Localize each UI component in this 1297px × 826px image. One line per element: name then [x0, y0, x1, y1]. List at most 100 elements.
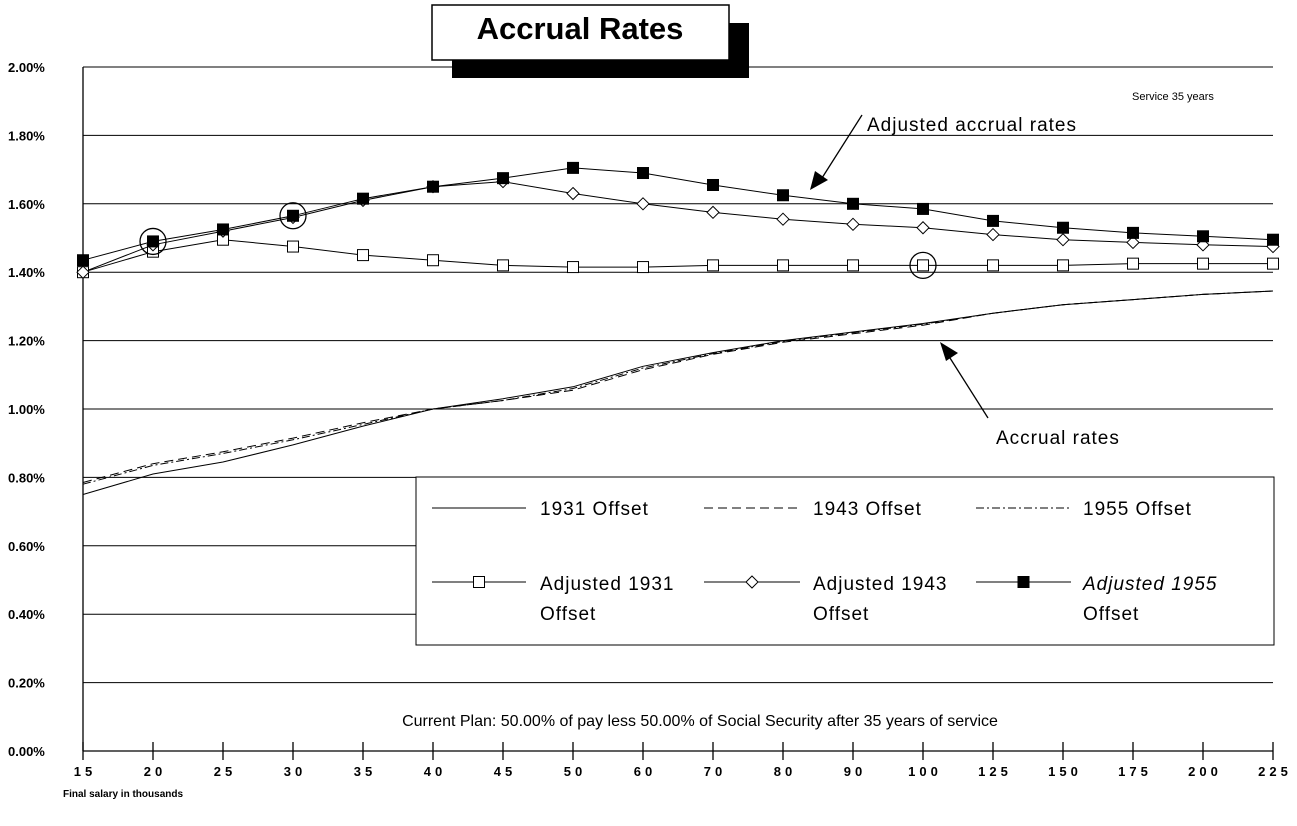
x-axis-label: Final salary in thousands	[63, 789, 183, 800]
data-point	[1267, 257, 1279, 270]
data-point	[777, 189, 789, 202]
accrual-arrow	[940, 342, 989, 419]
data-point	[917, 259, 929, 272]
data-point	[776, 212, 790, 226]
x-tick-label: 100	[908, 764, 942, 779]
x-tick-label: 200	[1188, 764, 1222, 779]
legend-marker	[473, 576, 485, 588]
circled-points	[139, 202, 937, 280]
x-tick-label: 175	[1118, 764, 1152, 779]
axes	[82, 67, 1274, 760]
x-tick-label: 45	[494, 764, 516, 779]
x-tick-label: 60	[634, 764, 656, 779]
data-point	[1057, 259, 1069, 272]
series-markers	[76, 161, 1280, 279]
series-line-2	[82, 290, 1274, 485]
data-point	[77, 254, 89, 267]
y-tick-label: 0.80%	[8, 470, 45, 485]
data-point	[637, 167, 649, 180]
y-tick-labels: 0.00% 0.20% 0.40% 0.60% 0.80% 1.00% 1.20% 1.40%…	[8, 60, 45, 759]
series-line-4	[82, 181, 1274, 273]
circled-point	[279, 202, 307, 230]
series-line-5	[82, 167, 1274, 261]
data-point	[1057, 221, 1069, 234]
series-line-0	[82, 290, 1274, 495]
data-point	[987, 214, 999, 227]
data-point	[707, 259, 719, 272]
legend-box	[415, 476, 1275, 646]
x-tick-label: 20	[144, 764, 166, 779]
series-lines	[82, 167, 1274, 495]
data-point	[1197, 230, 1209, 243]
data-point	[497, 259, 509, 272]
series-line-1	[82, 290, 1274, 483]
data-point	[1127, 257, 1139, 270]
y-tick-label: 1.60%	[8, 197, 45, 212]
data-point	[636, 197, 650, 211]
data-point	[1126, 235, 1140, 250]
chart-title: Accrual Rates	[477, 11, 684, 46]
legend: 1931 Offset 1943 Offset 1955 Offset Adjuste…	[415, 476, 1275, 646]
x-tick-label: 225	[1258, 764, 1292, 779]
x-tick-label: 30	[284, 764, 306, 779]
x-tick-label: 50	[564, 764, 586, 779]
accrual-rates-annotation: Accrual rates	[996, 428, 1120, 449]
legend-label: 1931 Offset	[540, 499, 649, 520]
legend-label: Offset	[540, 604, 596, 625]
data-point	[287, 240, 299, 253]
y-tick-label: 1.80%	[8, 128, 45, 143]
data-point	[1127, 226, 1139, 239]
legend-marker	[1017, 576, 1030, 588]
data-point	[847, 197, 859, 210]
legend-label: 1955 Offset	[1083, 499, 1192, 520]
legend-label: Adjusted 1943	[813, 574, 948, 595]
data-point	[846, 217, 860, 232]
data-point	[427, 180, 439, 193]
data-point	[217, 223, 229, 236]
y-tick-label: 0.20%	[8, 676, 45, 691]
data-point	[567, 161, 579, 174]
x-tick-label: 70	[704, 764, 726, 779]
x-tick-label: 90	[844, 764, 866, 779]
data-point	[777, 259, 789, 272]
x-tick-label: 125	[978, 764, 1012, 779]
data-point	[287, 209, 299, 222]
data-point	[147, 235, 159, 248]
legend-label: Offset	[813, 604, 869, 625]
adjusted-rates-annotation: Adjusted accrual rates	[867, 115, 1077, 136]
x-tick-label: 25	[214, 764, 236, 779]
y-tick-label: 0.60%	[8, 539, 45, 554]
y-tick-label: 1.20%	[8, 334, 45, 349]
data-point	[987, 259, 999, 272]
data-point	[916, 221, 930, 235]
legend-marker	[745, 575, 759, 589]
plan-note: Current Plan: 50.00% of pay less 50.00% …	[402, 713, 998, 730]
data-point	[497, 172, 509, 185]
y-tick-label: 1.40%	[8, 265, 45, 280]
legend-label: Offset	[1083, 604, 1139, 625]
title-frame	[431, 4, 730, 61]
data-point	[707, 178, 719, 191]
data-point	[1267, 233, 1279, 246]
data-point	[917, 202, 929, 215]
adjusted-arrow	[810, 114, 863, 190]
y-tick-label: 0.00%	[8, 744, 45, 759]
service-annotation: Service 35 years	[1132, 91, 1214, 103]
series-line-3	[82, 239, 1273, 273]
data-point	[1197, 257, 1209, 270]
x-tick-label: 15	[74, 764, 96, 779]
y-tick-label: 1.00%	[8, 402, 45, 417]
x-tick-label: 40	[424, 764, 446, 779]
legend-label: Adjusted 1931	[540, 574, 675, 595]
data-point	[566, 186, 580, 201]
data-point	[1056, 233, 1070, 247]
circled-point	[909, 251, 937, 280]
data-point	[427, 254, 439, 267]
legend-label: 1943 Offset	[813, 499, 922, 520]
title-box: Accrual Rates	[431, 4, 749, 78]
data-point	[357, 192, 369, 205]
x-tick-label: 35	[354, 764, 376, 779]
y-tick-label: 2.00%	[8, 60, 45, 75]
y-tick-label: 0.40%	[8, 607, 45, 622]
